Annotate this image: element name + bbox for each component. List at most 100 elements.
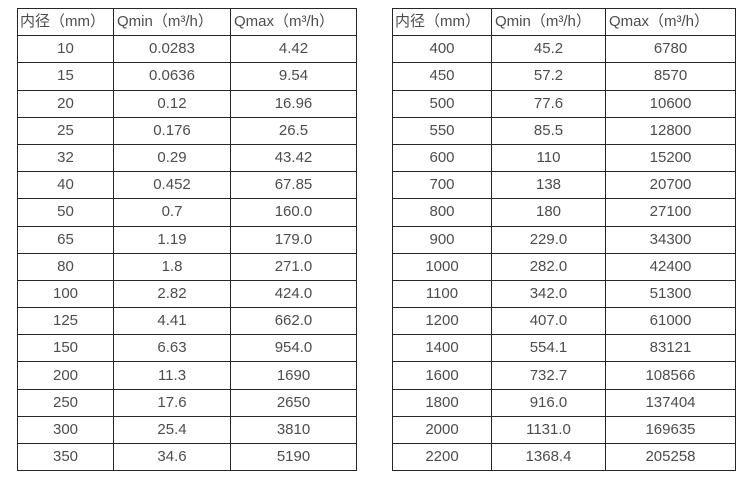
table-body: 10 0.0283 4.42 15 0.0636 9.54 20 0.12 16.96 25 0.1… — [17, 35, 357, 472]
table-cell: 954.0 — [230, 334, 357, 363]
table-cell: 34.6 — [113, 442, 231, 472]
table-cell: 25.4 — [113, 415, 231, 445]
table-row: 25 0.176 26.5 — [17, 116, 357, 145]
table-cell: 2650 — [230, 388, 357, 417]
table-row: 800 180 27100 — [392, 198, 736, 227]
column-header: Qmax（m³/h） — [230, 7, 357, 37]
table-row: 900 229.0 34300 — [392, 225, 736, 254]
header-row: 内径（mm） Qmin（m³/h） Qmax（m³/h） — [17, 7, 357, 37]
table-cell: 25 — [17, 116, 114, 145]
table-cell: 554.1 — [491, 334, 606, 363]
table-row: 700 138 20700 — [392, 171, 736, 200]
table-cell: 61000 — [605, 307, 736, 336]
table-cell: 1.19 — [113, 225, 231, 254]
column-header-diameter: 内径（mm） — [392, 7, 492, 37]
table-row: 65 1.19 179.0 — [17, 225, 357, 254]
table-cell: 700 — [392, 171, 492, 200]
table-cell: 6780 — [605, 35, 736, 64]
table-cell: 160.0 — [230, 198, 357, 227]
table-cell: 12800 — [605, 116, 736, 145]
table-cell: 26.5 — [230, 116, 357, 145]
table-row: 1000 282.0 42400 — [392, 252, 736, 281]
table-cell: 3810 — [230, 415, 357, 445]
table-row: 2000 1131.0 169635 — [392, 415, 736, 445]
table-cell: 1200 — [392, 307, 492, 336]
table-cell: 27100 — [605, 198, 736, 227]
table-row: 2200 1368.4 205258 — [392, 442, 736, 472]
table-cell: 2.82 — [113, 279, 231, 309]
column-header: Qmin（m³/h） — [113, 7, 231, 37]
table-cell: 11.3 — [113, 361, 231, 390]
table-cell: 1131.0 — [491, 415, 606, 445]
table-cell: 150 — [17, 334, 114, 363]
table-cell: 229.0 — [491, 225, 606, 254]
table-row: 550 85.5 12800 — [392, 116, 736, 145]
table-cell: 2200 — [392, 442, 492, 472]
table-cell: 0.0283 — [113, 35, 231, 64]
table-cell: 17.6 — [113, 388, 231, 417]
table-row: 600 110 15200 — [392, 143, 736, 173]
table-cell: 83121 — [605, 334, 736, 363]
table-cell: 282.0 — [491, 252, 606, 281]
table-cell: 424.0 — [230, 279, 357, 309]
table-cell: 662.0 — [230, 307, 357, 336]
table-row: 125 4.41 662.0 — [17, 307, 357, 336]
table-cell: 77.6 — [491, 89, 606, 118]
table-cell: 179.0 — [230, 225, 357, 254]
table-cell: 0.29 — [113, 143, 231, 173]
table-row: 450 57.2 8570 — [392, 62, 736, 91]
table-row: 32 0.29 43.42 — [17, 143, 357, 173]
table-cell: 10600 — [605, 89, 736, 118]
table-cell: 4.42 — [230, 35, 357, 64]
table-cell: 15200 — [605, 143, 736, 173]
table-cell: 1000 — [392, 252, 492, 281]
table-row: 10 0.0283 4.42 — [17, 35, 357, 64]
table-cell: 1368.4 — [491, 442, 606, 472]
table-row: 1600 732.7 108566 — [392, 361, 736, 390]
table-cell: 200 — [17, 361, 114, 390]
table-cell: 407.0 — [491, 307, 606, 336]
table-cell: 342.0 — [491, 279, 606, 309]
table-cell: 271.0 — [230, 252, 357, 281]
table-cell: 20 — [17, 89, 114, 118]
table-cell: 450 — [392, 62, 492, 91]
table-row: 50 0.7 160.0 — [17, 198, 357, 227]
table-cell: 0.0636 — [113, 62, 231, 91]
table-body: 400 45.2 6780 450 57.2 8570 500 77.6 10600 550 85.… — [392, 35, 736, 472]
table-cell: 10 — [17, 35, 114, 64]
table-cell: 9.54 — [230, 62, 357, 91]
table-cell: 110 — [491, 143, 606, 173]
table-cell: 137404 — [605, 388, 736, 417]
table-cell: 1600 — [392, 361, 492, 390]
table-row: 350 34.6 5190 — [17, 442, 357, 472]
table-cell: 8570 — [605, 62, 736, 91]
table-row: 400 45.2 6780 — [392, 35, 736, 64]
table-cell: 4.41 — [113, 307, 231, 336]
table-cell: 43.42 — [230, 143, 357, 173]
table-cell: 5190 — [230, 442, 357, 472]
table-cell: 0.452 — [113, 171, 231, 200]
header-row: 内径（mm） Qmin（m³/h） Qmax（m³/h） — [392, 7, 736, 37]
table-cell: 350 — [17, 442, 114, 472]
table-row: 250 17.6 2650 — [17, 388, 357, 417]
table-cell: 32 — [17, 143, 114, 173]
table-row: 300 25.4 3810 — [17, 415, 357, 445]
column-header: Qmin（m³/h） — [491, 7, 606, 37]
table-cell: 65 — [17, 225, 114, 254]
table-cell: 125 — [17, 307, 114, 336]
table-cell: 67.85 — [230, 171, 357, 200]
table-cell: 205258 — [605, 442, 736, 472]
table-cell: 85.5 — [491, 116, 606, 145]
table-cell: 34300 — [605, 225, 736, 254]
table-cell: 600 — [392, 143, 492, 173]
table-cell: 169635 — [605, 415, 736, 445]
table-cell: 300 — [17, 415, 114, 445]
table-cell: 550 — [392, 116, 492, 145]
table-row: 80 1.8 271.0 — [17, 252, 357, 281]
table-cell: 1100 — [392, 279, 492, 309]
table-cell: 916.0 — [491, 388, 606, 417]
table-cell: 45.2 — [491, 35, 606, 64]
table-cell: 250 — [17, 388, 114, 417]
table-cell: 500 — [392, 89, 492, 118]
